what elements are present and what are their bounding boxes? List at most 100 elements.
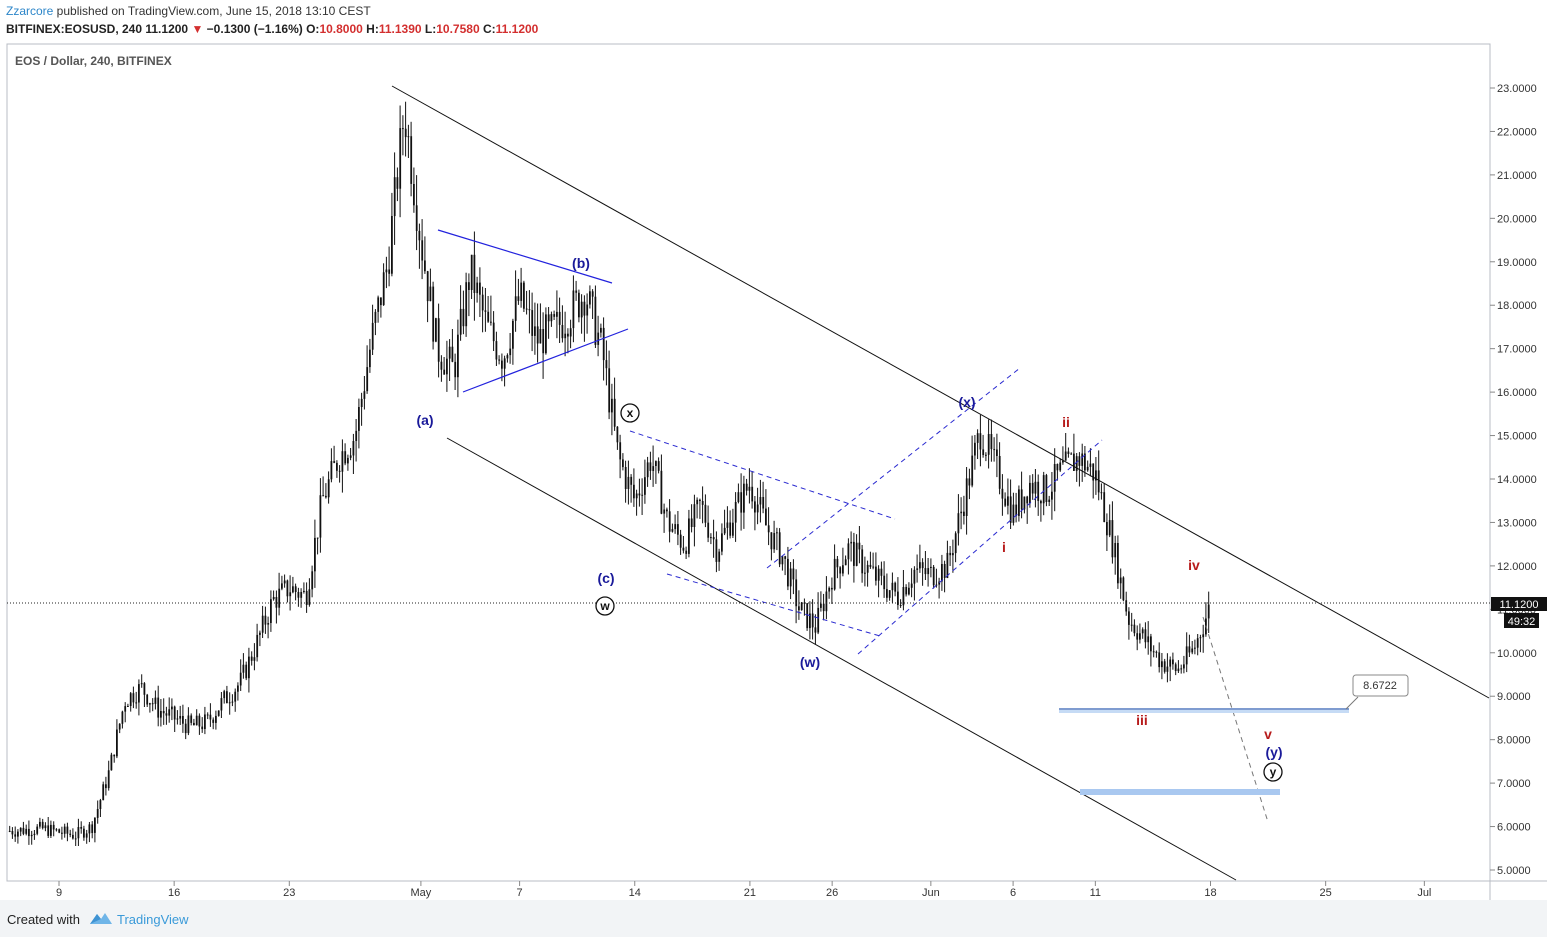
candle-body [1158,652,1161,668]
candle-body [396,177,399,189]
candle-body [1122,577,1125,601]
high-value: 11.1390 [378,22,422,36]
candle-body [693,504,696,527]
candle-body [842,565,844,574]
candle-body [891,582,894,591]
time-tick-label: 21 [744,887,756,899]
candle-body [297,592,300,598]
triangle-lower-line[interactable] [462,328,629,393]
open-value: 10.8000 [319,22,363,36]
candle-body [363,391,366,399]
candle-body [630,476,633,485]
candle-body [1144,629,1147,643]
candle-body [190,715,193,723]
candle-body [278,588,281,608]
candle-body [479,282,481,295]
target-price-label: 8.6722 [1363,680,1397,692]
candle-body [399,128,402,189]
candle-body [264,615,267,625]
triangle-upper-line[interactable] [437,229,613,284]
candle-body [457,334,459,378]
channel-upper-line[interactable] [391,85,1490,699]
candle-body [61,832,63,834]
candle-body [866,564,869,573]
candle-body [490,321,492,323]
candle-body [968,478,971,486]
candle-body [440,361,443,370]
candle-body [50,824,52,836]
candle-body [33,833,36,835]
target-price-callout[interactable]: 8.6722 [1345,674,1409,710]
candle-body [872,566,875,568]
candle-body [99,800,102,809]
candle-body [1111,520,1114,558]
candle-body [946,552,949,578]
candle-body [919,562,921,569]
author-link[interactable]: Zzarcore [6,4,54,18]
candle-body [388,269,391,274]
candle-body [784,556,787,559]
candle-body [748,486,751,491]
candle-body [171,706,173,710]
support-band-upper[interactable] [1059,708,1349,713]
rise-dashed-lower[interactable] [857,439,1103,655]
support-band-lower[interactable] [1080,789,1280,795]
candle-body [652,466,655,471]
candle-body [349,455,352,458]
candle-body [567,333,569,337]
candle-body [619,442,622,460]
candle-body [19,827,22,832]
candle-body [443,369,446,375]
candle-body [930,566,932,568]
candle-body [1045,475,1048,502]
candle-body [413,184,415,206]
candle-body [121,711,124,724]
candle-body [751,486,754,502]
candle-body [110,754,113,771]
candle-body [52,824,55,830]
time-tick-label: 9 [56,887,62,899]
correction-dashed-upper[interactable] [629,430,896,520]
price-chart[interactable]: EOS / Dollar, 240, BITFINEX 23.0000 22.00… [0,0,1547,900]
channel-lower-line[interactable] [446,437,1237,881]
candle-body [28,828,30,837]
candle-body [916,568,919,570]
candle-body [69,833,72,835]
candle-body [971,455,974,486]
candle-body [954,533,957,554]
candle-body [886,589,888,598]
candle-body [677,524,679,535]
candle-body [1128,611,1130,625]
time-tick-label: 7 [517,887,523,899]
candle-body [256,634,259,658]
candles-series [8,101,1210,846]
candle-body [182,716,184,724]
candle-body [179,716,182,719]
candle-body [124,706,127,712]
price-tick-label: 15.0000 [1497,431,1537,443]
candle-body [465,282,468,327]
time-tick-label: 25 [1320,887,1332,899]
candle-body [371,322,374,350]
candle-body [803,602,806,604]
candle-body [88,824,91,834]
price-tick-label: 5.0000 [1497,865,1531,877]
candle-body [421,240,424,261]
symbol-info: BITFINEX:EOSUSD, 240 11.1200 ▼ −0.1300 (… [6,22,538,36]
wave-label: (a) [416,412,433,428]
price-tick-label: 17.0000 [1497,344,1537,356]
candle-body [91,824,94,833]
candle-body [941,564,943,582]
price-axis[interactable]: 23.0000 22.0000 21.0000 20.0000 19.0000 18.00… [1490,83,1537,877]
candle-body [325,495,327,498]
time-axis[interactable]: 9 16 23 May 7 14 21 26 Jun 6 11 18 25 Jul [56,881,1431,899]
candle-body [770,532,773,550]
candle-body [663,509,666,514]
price-tick-label: 18.0000 [1497,300,1537,312]
candle-body [910,583,913,588]
tradingview-brand-link[interactable]: TradingView [117,912,189,927]
tradingview-logo-icon[interactable] [88,910,114,926]
candle-body [534,326,536,336]
correction-dashed-lower[interactable] [666,573,881,637]
candle-body [1092,463,1095,481]
